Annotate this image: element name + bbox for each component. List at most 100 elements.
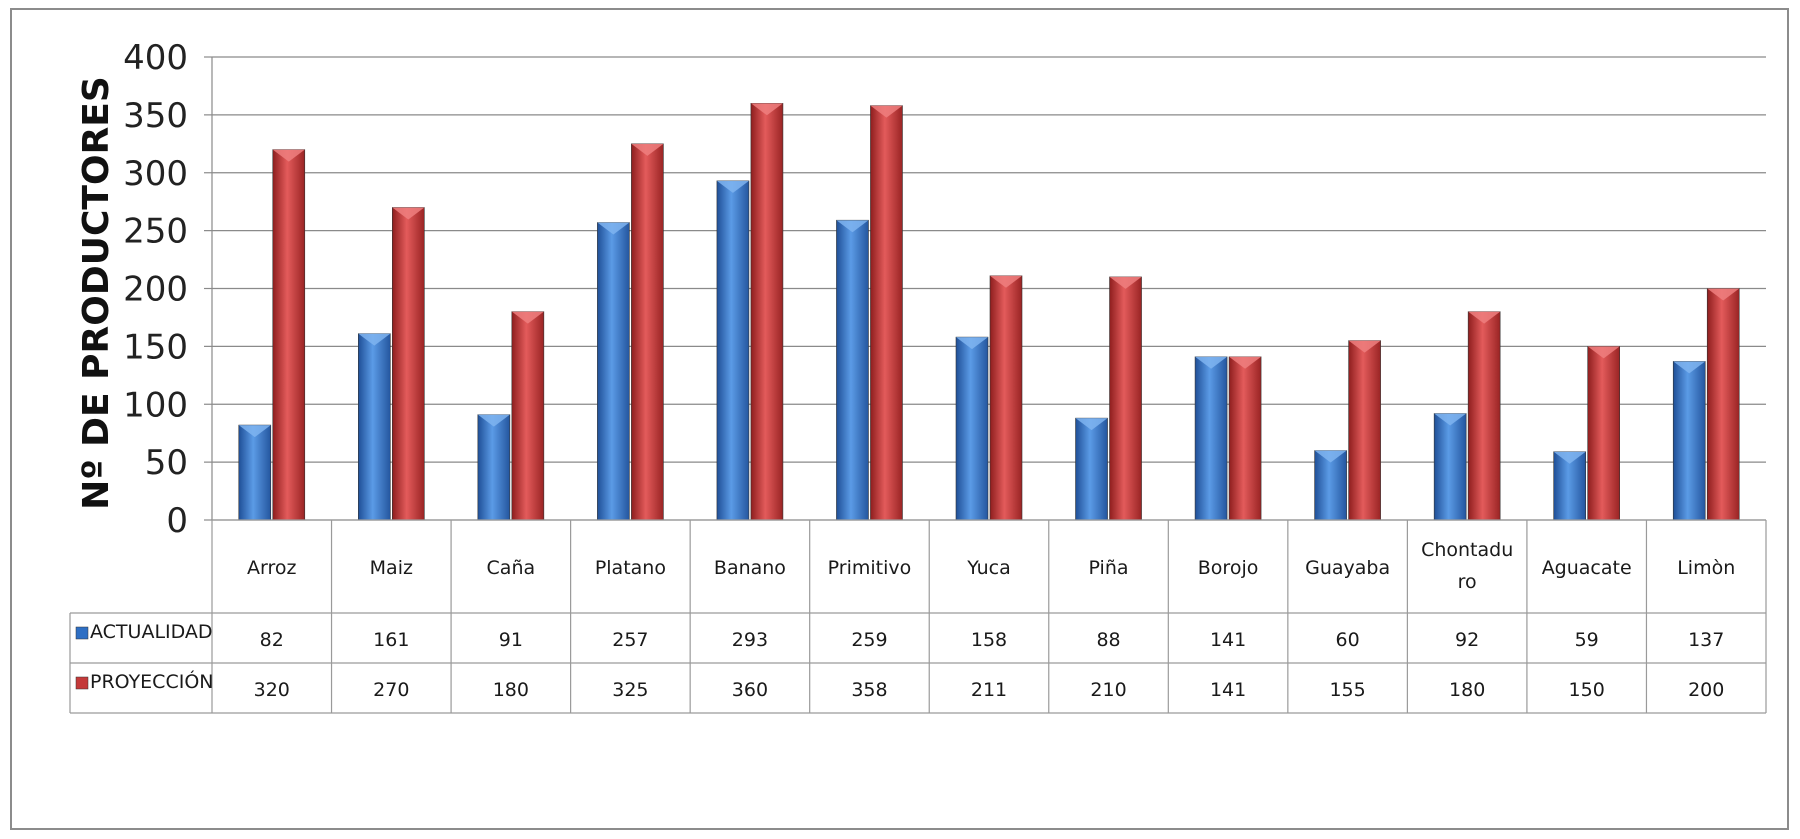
- category-label: Primitivo: [828, 557, 912, 579]
- category-label: Arroz: [247, 557, 296, 579]
- category-label-line: Chontadu: [1421, 539, 1513, 561]
- data-value: 200: [1688, 679, 1724, 701]
- bar-cap-0-1: [358, 333, 391, 346]
- bar-actualidad-3: [597, 222, 630, 521]
- legend-label-actualidad: ACTUALIDAD: [90, 621, 213, 643]
- legend-swatch-actualidad: [75, 626, 89, 640]
- bar-cap-1-11: [1587, 346, 1620, 359]
- bar-cap-1-7: [1109, 276, 1142, 289]
- bar-cap-1-6: [990, 275, 1022, 288]
- bar-cap-0-9: [1314, 450, 1347, 463]
- data-value: 259: [851, 629, 887, 651]
- bar-cap-1-2: [511, 311, 544, 324]
- data-value: 137: [1688, 629, 1724, 651]
- bar-cap-1-8: [1229, 356, 1262, 369]
- gridlines: [204, 56, 1766, 521]
- data-value: 141: [1210, 629, 1246, 651]
- bar-actualidad-2: [477, 414, 511, 521]
- data-value: 180: [493, 679, 529, 701]
- data-value: 358: [851, 679, 887, 701]
- data-table: Arroz Maiz Caña Platano Banano Primitivo Yuca P…: [69, 519, 1767, 714]
- bar-cap-0-12: [1673, 361, 1706, 374]
- data-value: 91: [499, 629, 523, 651]
- bar-proyección-12: [1706, 288, 1740, 521]
- bar-cap-1-4: [750, 103, 783, 116]
- y-tick-label: 400: [123, 38, 188, 78]
- category-label: Aguacate: [1542, 557, 1632, 579]
- bar-cap-1-0: [272, 149, 305, 162]
- data-value: 82: [260, 629, 284, 651]
- data-value: 210: [1090, 679, 1126, 701]
- bar-proyección-6: [989, 275, 1023, 521]
- bar-proyección-9: [1348, 340, 1381, 521]
- data-value: 161: [373, 629, 409, 651]
- data-value: 257: [612, 629, 648, 651]
- data-value: 180: [1449, 679, 1485, 701]
- category-label: Maiz: [370, 557, 413, 579]
- bar-cap-0-8: [1195, 356, 1228, 369]
- data-value: 360: [732, 679, 768, 701]
- bars: [238, 103, 1740, 521]
- category-label: Piña: [1089, 557, 1129, 579]
- bar-proyección-1: [392, 207, 425, 521]
- chart-frame: 0 50 100 150 200 250 300 350 400 Nº DE PRODUCTOR…: [10, 8, 1789, 830]
- data-value: 155: [1329, 679, 1365, 701]
- bar-cap-0-11: [1553, 451, 1586, 464]
- bar-cap-1-5: [870, 105, 903, 118]
- data-value: 158: [971, 629, 1007, 651]
- data-value: 150: [1569, 679, 1605, 701]
- bar-proyección-10: [1467, 311, 1501, 521]
- bar-proyección-8: [1228, 356, 1262, 521]
- data-value: 88: [1096, 629, 1120, 651]
- bar-proyección-5: [870, 105, 903, 521]
- y-tick-label: 300: [123, 154, 188, 194]
- bar-proyección-2: [511, 311, 545, 521]
- legend-swatch-proyección: [75, 676, 89, 690]
- data-value: 211: [971, 679, 1007, 701]
- bar-cap-0-6: [956, 337, 988, 350]
- category-label-line: ro: [1458, 571, 1477, 593]
- bar-proyección-3: [631, 143, 664, 521]
- category-label: Borojo: [1198, 557, 1259, 579]
- bar-cap-1-1: [392, 207, 425, 220]
- bar-cap-1-9: [1348, 340, 1381, 353]
- category-label: Banano: [714, 557, 786, 579]
- data-value: 92: [1455, 629, 1479, 651]
- bar-cap-1-10: [1468, 311, 1501, 324]
- y-tick-label: 200: [123, 270, 188, 310]
- category-label: Guayaba: [1305, 557, 1390, 579]
- data-value: 325: [612, 679, 648, 701]
- category-label: Chontadu ro: [1421, 539, 1513, 593]
- data-value: 141: [1210, 679, 1246, 701]
- bar-actualidad-1: [358, 333, 391, 521]
- y-tick-label: 350: [123, 96, 188, 136]
- data-value: 320: [254, 679, 290, 701]
- bar-cap-0-0: [238, 425, 271, 438]
- y-tick-label: 100: [123, 385, 188, 425]
- bar-cap-0-3: [597, 222, 630, 235]
- bar-cap-1-3: [631, 143, 664, 156]
- y-tick-label: 150: [123, 327, 188, 367]
- legend-label-proyección: PROYECCIÓN: [90, 669, 214, 693]
- bar-proyección-11: [1587, 346, 1620, 521]
- data-value: 60: [1336, 629, 1360, 651]
- bar-actualidad-5: [836, 219, 869, 521]
- bar-cap-0-2: [477, 414, 510, 427]
- category-label: Yuca: [966, 557, 1011, 579]
- bar-actualidad-0: [238, 424, 272, 521]
- category-label: Platano: [595, 557, 666, 579]
- data-value: 270: [373, 679, 409, 701]
- y-tick-label: 0: [166, 501, 188, 541]
- bar-actualidad-8: [1194, 356, 1228, 521]
- data-value: 59: [1575, 629, 1599, 651]
- data-value: 293: [732, 629, 768, 651]
- bar-actualidad-4: [716, 180, 750, 521]
- bar-actualidad-7: [1075, 417, 1108, 521]
- y-tick-label: 250: [123, 212, 188, 252]
- category-label: Caña: [487, 557, 536, 579]
- bar-proyección-7: [1109, 276, 1142, 521]
- bar-cap-0-4: [716, 180, 749, 193]
- bar-actualidad-6: [955, 336, 989, 521]
- category-label: Limòn: [1677, 557, 1735, 579]
- bar-cap-1-12: [1707, 288, 1740, 301]
